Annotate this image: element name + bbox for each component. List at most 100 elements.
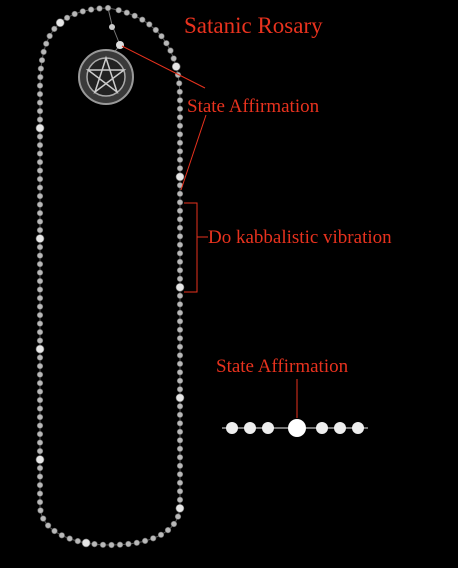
large-bead [35, 123, 45, 133]
bead [142, 537, 149, 545]
bead [36, 227, 44, 234]
bead [51, 25, 58, 33]
bead [176, 148, 184, 155]
bead [96, 5, 103, 12]
bead [99, 541, 107, 548]
legend-bead [226, 422, 238, 434]
bead [176, 105, 184, 112]
bead [109, 24, 115, 30]
large-bead [175, 282, 185, 292]
bead [170, 520, 177, 528]
bead [36, 201, 44, 208]
bead [176, 114, 184, 121]
bead [36, 303, 44, 310]
bead [116, 541, 124, 548]
vibration-label: Do kabbalistic vibration [208, 227, 392, 248]
bead [79, 8, 86, 15]
bead [176, 326, 184, 333]
bead [36, 142, 44, 149]
bead [176, 250, 184, 257]
bead [176, 207, 184, 214]
bead [40, 48, 47, 56]
bead [176, 156, 184, 163]
pointer-line [180, 114, 207, 191]
medallion-ring [86, 57, 126, 97]
bead [36, 99, 44, 106]
bead [43, 40, 50, 47]
bead [176, 479, 184, 486]
bead [176, 369, 184, 376]
bead [51, 527, 58, 535]
bead [176, 437, 184, 444]
bead [176, 445, 184, 452]
bead [66, 535, 73, 542]
bead [36, 482, 44, 489]
bead [36, 269, 44, 276]
bead [176, 420, 184, 427]
bead [36, 286, 44, 293]
bead [131, 12, 138, 19]
bead [176, 97, 184, 104]
bead [115, 7, 122, 14]
pentagram [85, 55, 127, 95]
bead [125, 540, 132, 548]
affirmation-label: State Affirmation [187, 96, 320, 117]
bead [36, 465, 44, 472]
bead [163, 40, 170, 47]
bead [36, 312, 44, 319]
bead [116, 41, 124, 49]
large-bead [175, 172, 185, 182]
bead [176, 275, 184, 282]
bead [36, 448, 44, 455]
large-bead [35, 455, 45, 464]
bead [123, 9, 130, 16]
bead [176, 318, 184, 325]
bead [133, 539, 140, 546]
bead [176, 352, 184, 359]
legend-large-bead [288, 419, 306, 437]
bead [176, 292, 184, 299]
large-bead [175, 393, 185, 403]
bead [176, 241, 184, 248]
bead [176, 258, 184, 265]
bead [176, 360, 184, 367]
bead [71, 10, 78, 18]
bead [108, 541, 115, 549]
bead [36, 176, 44, 183]
bead [176, 301, 184, 308]
legend-label: State Affirmation [216, 356, 349, 377]
bead [37, 73, 44, 81]
bead [36, 337, 44, 344]
bead [44, 522, 52, 529]
bead [46, 32, 53, 40]
legend-bead [244, 422, 256, 434]
bead [36, 422, 44, 429]
bead [176, 122, 184, 129]
bead [176, 233, 184, 240]
bead [176, 216, 184, 223]
bead [176, 377, 184, 384]
bead [176, 224, 184, 231]
bead [36, 397, 44, 404]
large-bead [55, 18, 65, 28]
legend-bead [352, 422, 364, 434]
bead [36, 320, 44, 327]
bead [176, 309, 184, 316]
bead [176, 403, 184, 410]
bead [170, 55, 177, 62]
bead [36, 193, 44, 200]
bead [158, 33, 165, 40]
bead [176, 386, 184, 393]
bead [74, 537, 81, 545]
bead [176, 199, 184, 206]
bead [176, 80, 183, 87]
bead [176, 131, 184, 138]
bead [63, 14, 71, 21]
bead [36, 405, 44, 412]
bead [37, 65, 45, 72]
bead [36, 210, 44, 217]
bead [36, 82, 44, 89]
bead [36, 150, 44, 157]
